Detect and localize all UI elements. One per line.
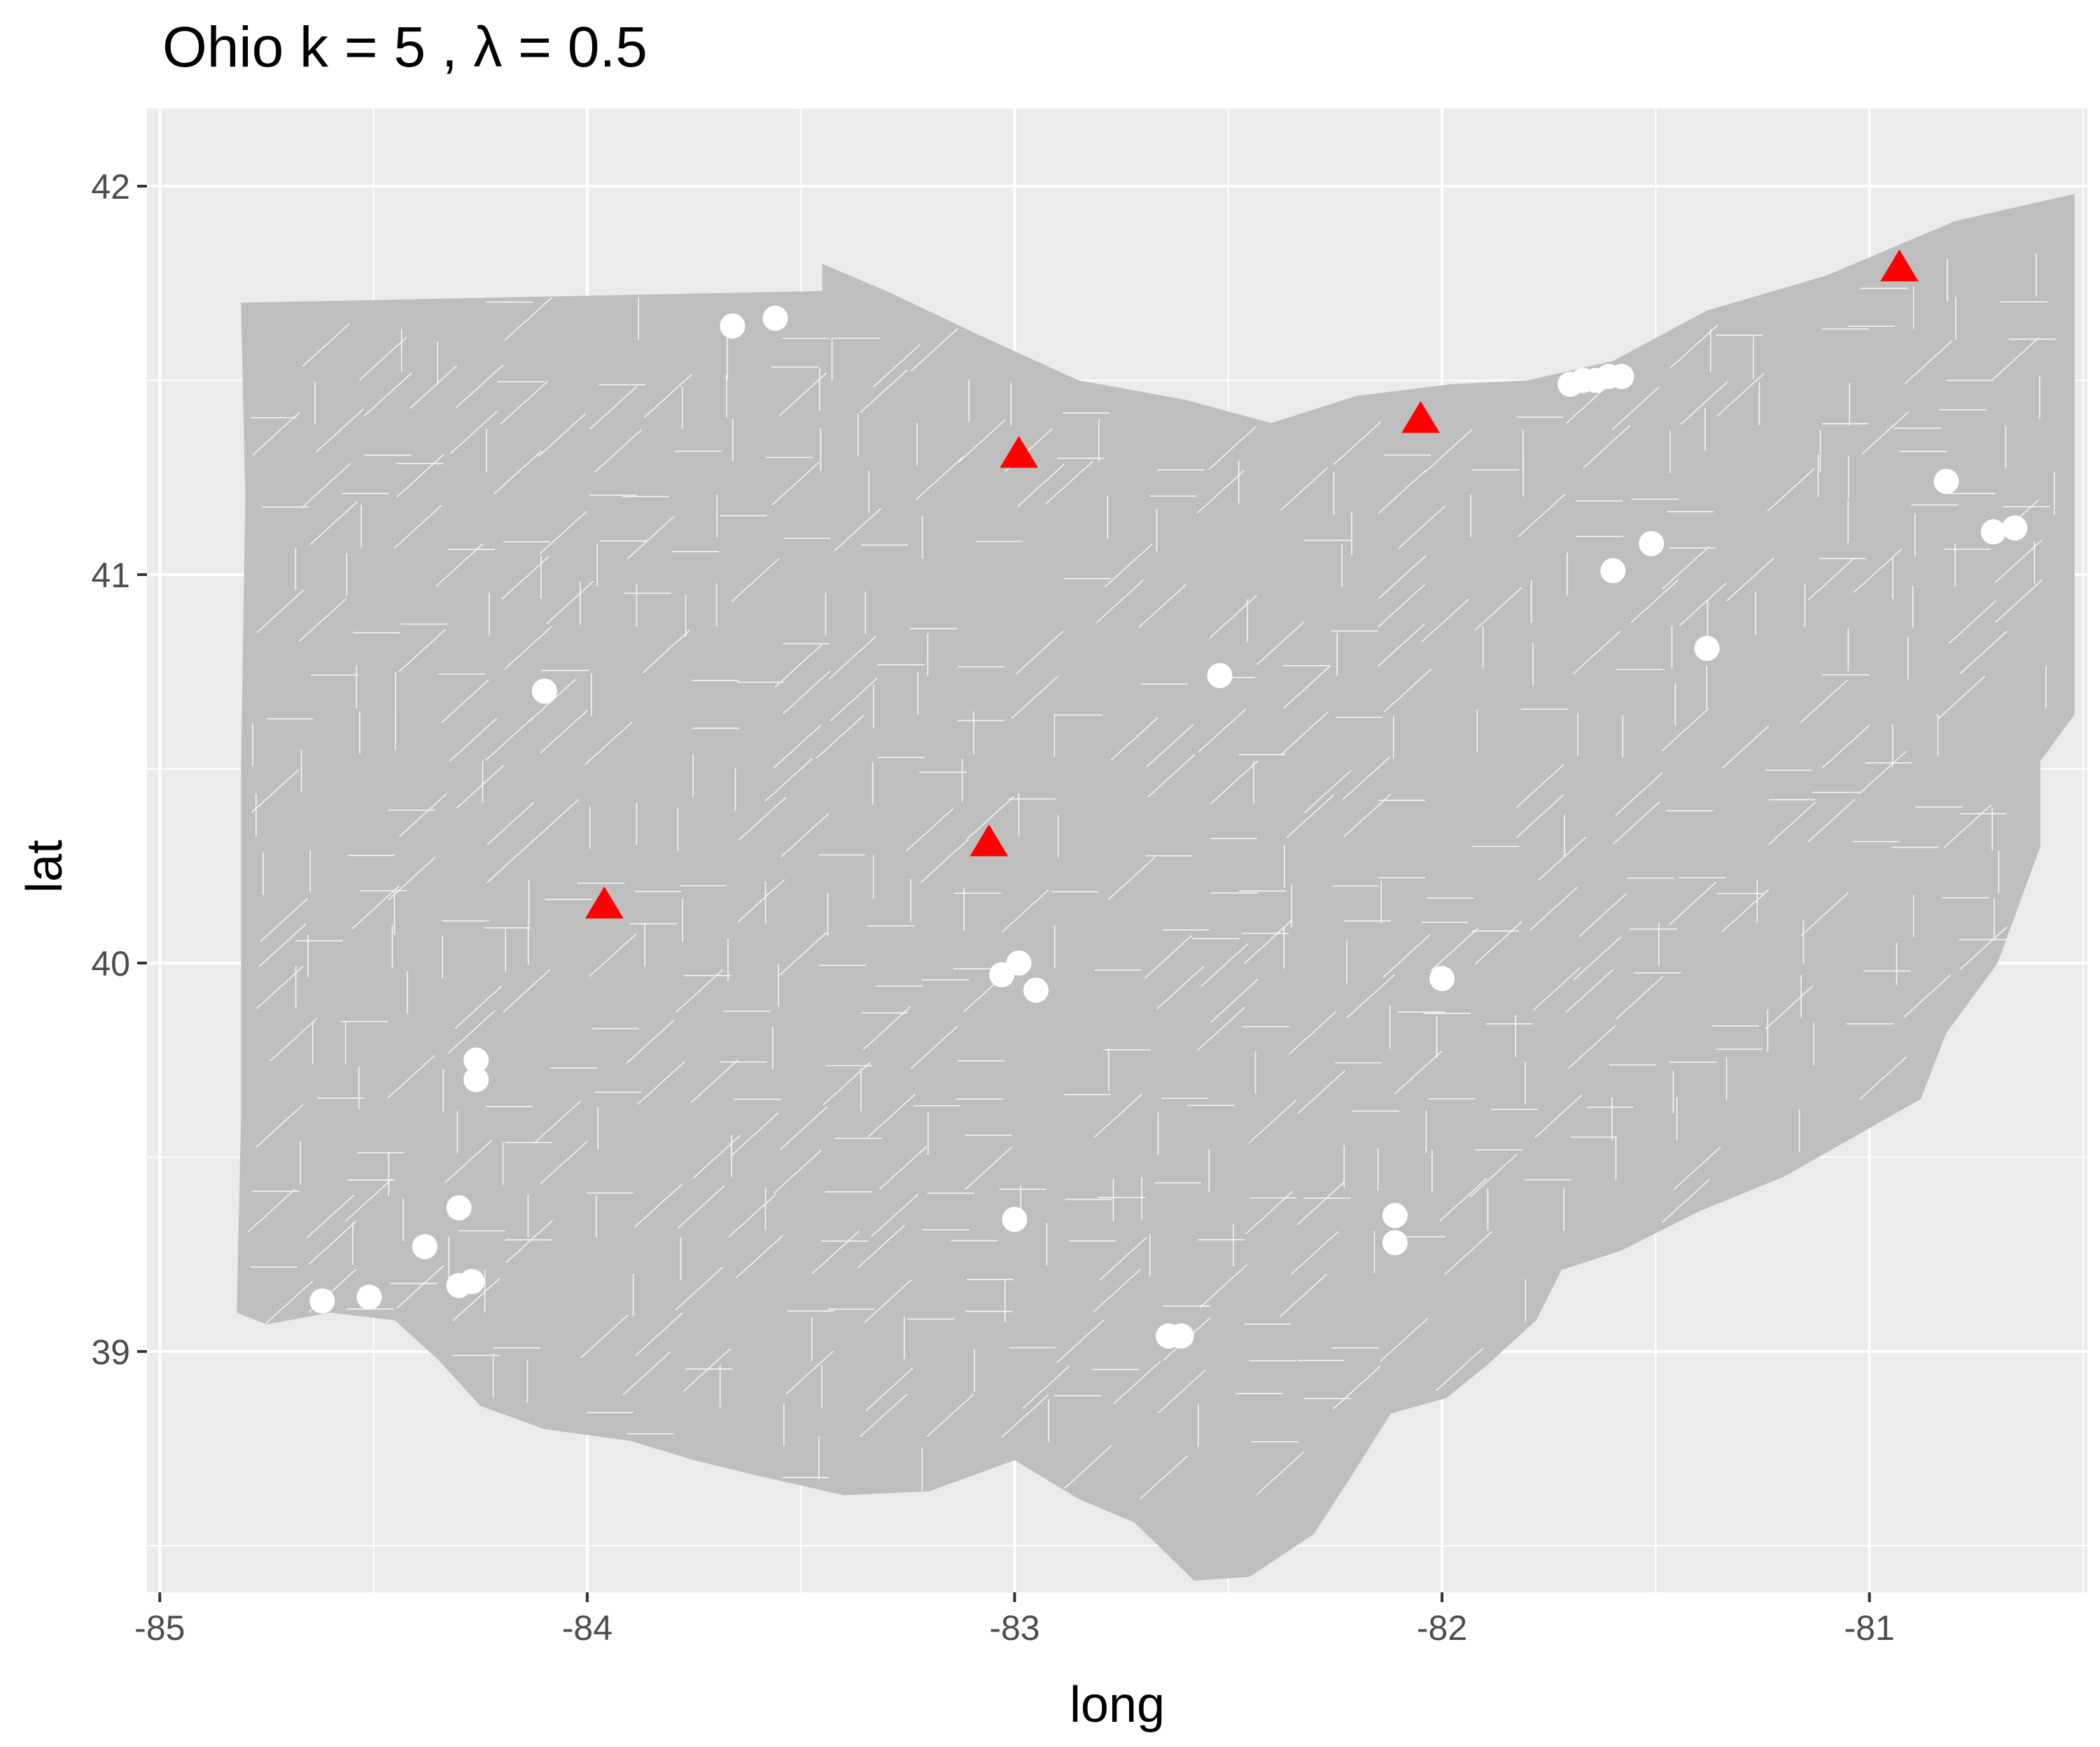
triangle-point bbox=[585, 886, 624, 919]
circle-point bbox=[1694, 636, 1720, 661]
circle-point bbox=[446, 1195, 472, 1221]
circle-point bbox=[762, 305, 788, 331]
x-axis-title: long bbox=[1070, 1677, 1165, 1733]
circle-point bbox=[1207, 663, 1233, 689]
circle-point bbox=[1023, 977, 1049, 1003]
y-tick-label: 42 bbox=[91, 167, 130, 206]
x-tick-label: -82 bbox=[1417, 1608, 1467, 1648]
circle-point bbox=[1429, 966, 1455, 992]
circle-point bbox=[459, 1269, 485, 1295]
triangle-point bbox=[1401, 400, 1440, 433]
x-tick-label: -85 bbox=[134, 1608, 185, 1648]
circle-point bbox=[1980, 519, 2006, 545]
circle-point bbox=[1933, 468, 1959, 494]
x-tick-label: -84 bbox=[562, 1608, 612, 1648]
circle-point bbox=[1639, 531, 1665, 556]
census-tract-lines bbox=[247, 253, 2056, 1499]
circle-point bbox=[1382, 1230, 1408, 1256]
y-tick-label: 39 bbox=[91, 1333, 130, 1372]
x-axis: -85 -84 -83 -82 -81 bbox=[134, 1592, 1895, 1648]
circle-point bbox=[531, 678, 557, 704]
circle-point bbox=[1600, 558, 1626, 584]
y-tick-label: 41 bbox=[91, 556, 130, 595]
ohio-state-shape bbox=[237, 194, 2075, 1581]
points-layer bbox=[309, 249, 2028, 1349]
chart-title: Ohio k = 5 , λ = 0.5 bbox=[162, 15, 648, 79]
circle-point bbox=[720, 313, 746, 339]
circle-point bbox=[1002, 1207, 1028, 1233]
circle-point bbox=[2002, 515, 2028, 541]
circle-point bbox=[1168, 1323, 1194, 1349]
circle-point bbox=[463, 1067, 489, 1093]
y-tick-label: 40 bbox=[91, 944, 130, 983]
x-tick-label: -81 bbox=[1844, 1608, 1894, 1648]
circle-point bbox=[309, 1288, 335, 1314]
triangle-point bbox=[969, 824, 1009, 857]
triangle-point bbox=[1880, 249, 1919, 282]
circle-point bbox=[989, 962, 1015, 988]
triangle-point bbox=[1000, 435, 1038, 468]
y-axis: 39 40 41 42 bbox=[91, 167, 147, 1372]
tract-boundaries bbox=[247, 253, 2056, 1499]
circle-point bbox=[356, 1284, 382, 1310]
x-tick-label: -83 bbox=[989, 1608, 1040, 1648]
ohio-outline bbox=[237, 194, 2075, 1581]
circle-point bbox=[463, 1047, 489, 1073]
circle-point bbox=[1382, 1202, 1408, 1228]
circle-point bbox=[1609, 363, 1634, 389]
circle-point bbox=[412, 1234, 438, 1260]
y-axis-title: lat bbox=[17, 840, 73, 893]
